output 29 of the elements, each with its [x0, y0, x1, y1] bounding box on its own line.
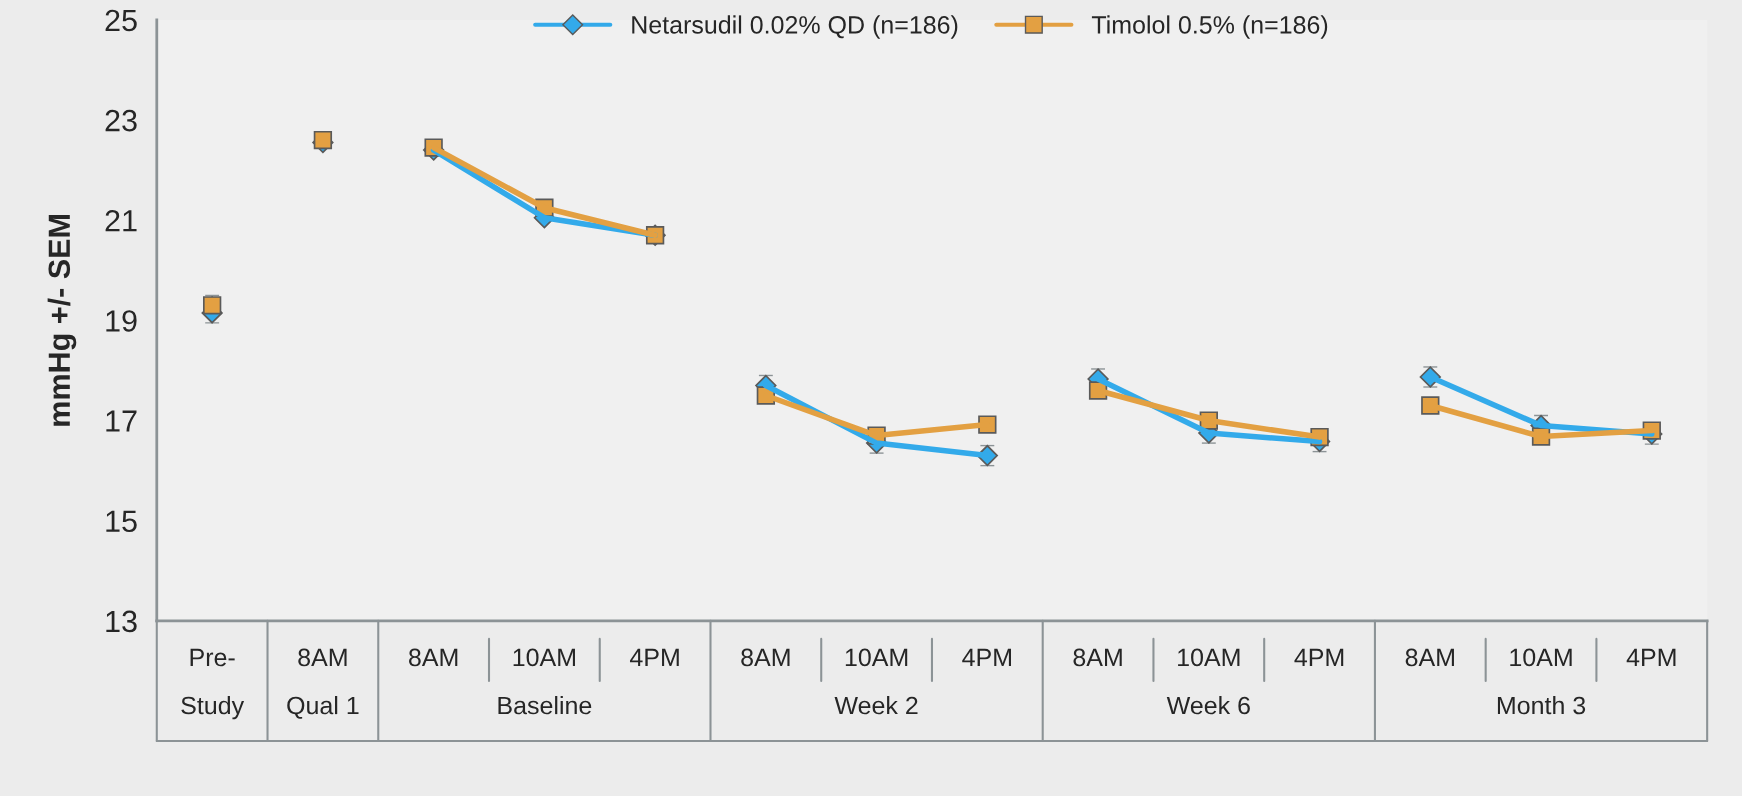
x-tick-label: 8AM [409, 648, 458, 667]
y-tick-label: 19 [106, 310, 137, 332]
x-tick-label: 4PM [629, 648, 679, 667]
x-tick-label: 4PM [1294, 648, 1344, 667]
text: Month 3 [1497, 696, 1586, 715]
point [313, 130, 333, 150]
x-tick-label: 8AM Qual 1 [287, 648, 359, 719]
y-axis-title: mmHg +/- SEM [47, 215, 77, 426]
y-tick-label: 15 [106, 510, 137, 533]
text: Baseline [498, 696, 592, 715]
y-tick-label: 23 [105, 109, 137, 132]
text: Week 6 [1166, 696, 1250, 715]
x-tick-label: 8AM [1073, 648, 1122, 667]
x-tick-label: 10AM [513, 648, 575, 667]
x-tick-label: 8AM [741, 648, 790, 667]
text: Week 2 [834, 696, 918, 715]
y-tick-label: 21 [105, 209, 137, 232]
y-tick-label: 25 [105, 9, 137, 32]
x-tick-label: Pre- Study [181, 648, 245, 720]
x-tick-label: 10AM [1510, 648, 1572, 667]
legend-label: Netarsudil 0.02% QD (n=186) [632, 15, 958, 39]
x-tick-label: 4PM [1626, 648, 1676, 667]
y-tick-label: 13 [106, 610, 137, 633]
x-tick-label: 4PM [962, 648, 1011, 667]
x-tick-label: 8AM [1405, 648, 1454, 667]
legend-label: Timolol 0.5% (n=186) [1091, 15, 1328, 39]
x-tick-label: 10AM [1178, 648, 1240, 667]
x-tick-label: 10AM [845, 648, 908, 667]
y-tick-label: 17 [106, 410, 137, 432]
